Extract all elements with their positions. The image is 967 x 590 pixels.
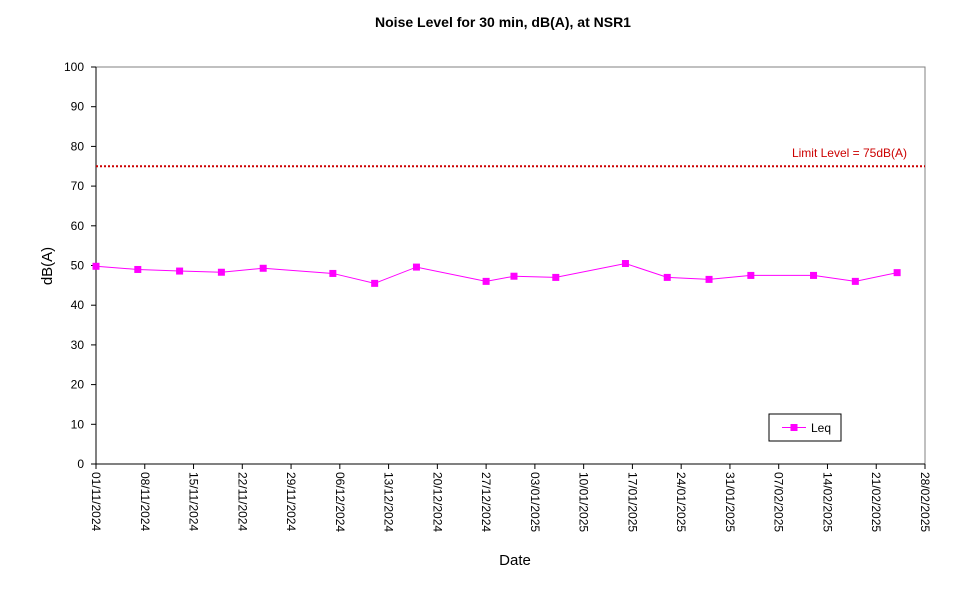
data-point	[893, 269, 901, 277]
y-tick-label: 0	[77, 457, 84, 471]
x-tick-label: 08/11/2024	[138, 472, 152, 531]
plot-area	[95, 66, 926, 465]
data-point	[552, 273, 560, 281]
y-tick-label: 30	[71, 338, 85, 352]
y-axis: 0 10 20 30 40 50 60 70 80 90 100	[64, 60, 97, 471]
y-tick-label: 80	[71, 139, 85, 153]
x-tick-label: 24/01/2025	[674, 472, 688, 532]
x-tick-label: 22/11/2024	[235, 472, 249, 531]
chart-title: Noise Level for 30 min, dB(A), at NSR1	[375, 14, 631, 30]
y-tick-label: 40	[71, 298, 85, 312]
data-point	[259, 264, 267, 272]
x-tick-label: 29/11/2024	[284, 472, 298, 531]
x-tick-label: 07/02/2025	[772, 472, 786, 532]
data-point	[482, 277, 490, 285]
data-point	[705, 275, 713, 283]
data-point	[810, 271, 818, 279]
y-tick-label: 60	[71, 219, 85, 233]
x-tick-label: 28/02/2025	[918, 472, 932, 532]
x-tick-label: 10/01/2025	[577, 472, 591, 532]
y-axis-label: dB(A)	[39, 247, 56, 285]
y-tick-label: 20	[71, 378, 85, 392]
x-tick-label: 06/12/2024	[333, 472, 347, 532]
data-point	[134, 265, 142, 273]
y-tick-label: 70	[71, 179, 85, 193]
data-point	[371, 279, 379, 287]
data-point	[510, 272, 518, 280]
x-tick-label: 17/01/2025	[625, 472, 639, 532]
data-point	[217, 268, 225, 276]
x-tick-label: 03/01/2025	[528, 472, 542, 532]
legend-marker	[790, 424, 798, 431]
x-tick-label: 20/12/2024	[430, 472, 444, 532]
x-tick-label: 21/02/2025	[869, 472, 883, 532]
data-point	[851, 277, 859, 285]
x-tick-label: 15/11/2024	[187, 472, 201, 531]
x-tick-label: 14/02/2025	[820, 472, 834, 532]
series-line-leq	[95, 262, 898, 284]
data-point	[329, 269, 337, 277]
x-axis: 01/11/2024 08/11/2024 15/11/2024 22/11/2024…	[89, 463, 932, 532]
y-tick-label: 10	[71, 417, 85, 431]
data-point	[176, 267, 184, 275]
legend-entry-leq: Leq	[811, 421, 831, 435]
x-tick-label: 31/01/2025	[723, 472, 737, 532]
legend: Leq	[768, 413, 842, 442]
series-leq	[92, 260, 901, 287]
y-tick-label: 50	[71, 259, 85, 273]
x-tick-label: 27/12/2024	[479, 472, 493, 532]
data-point	[92, 262, 100, 270]
x-tick-label: 01/11/2024	[89, 472, 103, 531]
data-point	[663, 273, 671, 281]
data-point	[621, 260, 629, 268]
y-tick-label: 100	[64, 60, 84, 74]
data-point	[412, 263, 420, 271]
data-point	[747, 271, 755, 279]
x-axis-label: Date	[499, 552, 531, 569]
x-tick-label: 13/12/2024	[382, 472, 396, 532]
limit-label: Limit Level = 75dB(A)	[792, 146, 907, 160]
y-tick-label: 90	[71, 100, 85, 114]
